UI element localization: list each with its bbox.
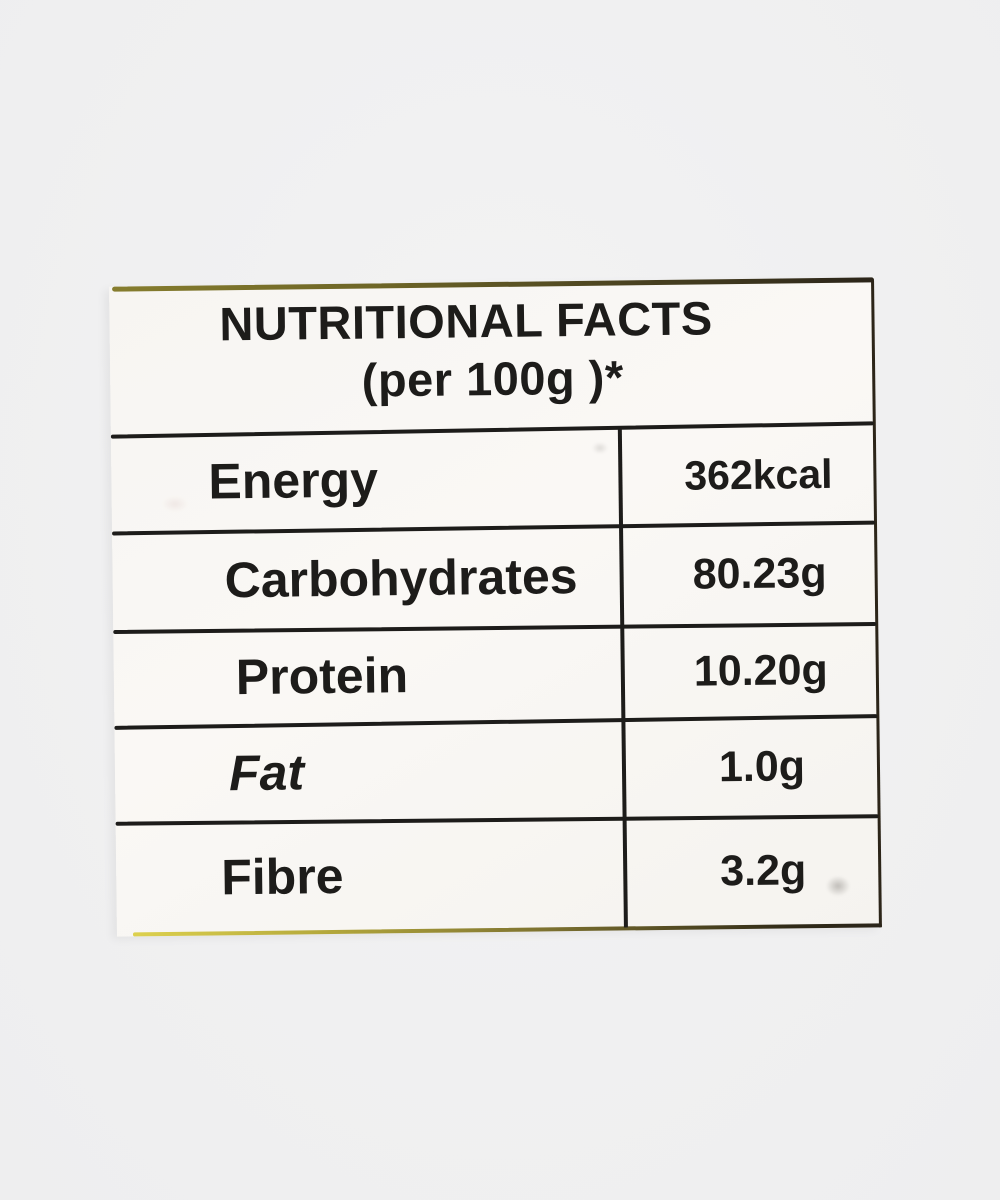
nutrient-name: Fat [228,744,305,802]
nutrient-value: 3.2g [719,845,807,895]
label-header: NUTRITIONAL FACTS (per 100g )* [109,287,875,412]
nutrient-value: 1.0g [718,741,806,791]
nutrient-row-fibre: Fibre 3.2g [116,815,882,932]
nutrient-row-energy: Energy 362kcal [111,425,877,530]
label-subtitle: (per 100g )* [361,350,625,407]
label-title: NUTRITIONAL FACTS [219,291,713,351]
photo-smudge [162,496,188,512]
nutrient-name: Carbohydrates [224,547,578,609]
nutrient-row-fat: Fat 1.0g [114,717,880,822]
nutrient-row-protein: Protein 10.20g [113,623,879,724]
photo-smudge [826,876,850,896]
nutrient-value: 10.20g [693,645,829,696]
nutrient-name: Fibre [220,847,344,906]
nutrient-name: Energy [208,451,379,510]
nutrient-value: 362kcal [684,450,833,499]
nutrient-name: Protein [235,647,409,706]
nutrition-facts-label: NUTRITIONAL FACTS (per 100g )* Energy 36… [109,277,882,937]
nutrient-row-carbohydrates: Carbohydrates 80.23g [112,523,878,630]
photo-smudge [592,442,608,454]
nutrient-value: 80.23g [692,548,827,599]
